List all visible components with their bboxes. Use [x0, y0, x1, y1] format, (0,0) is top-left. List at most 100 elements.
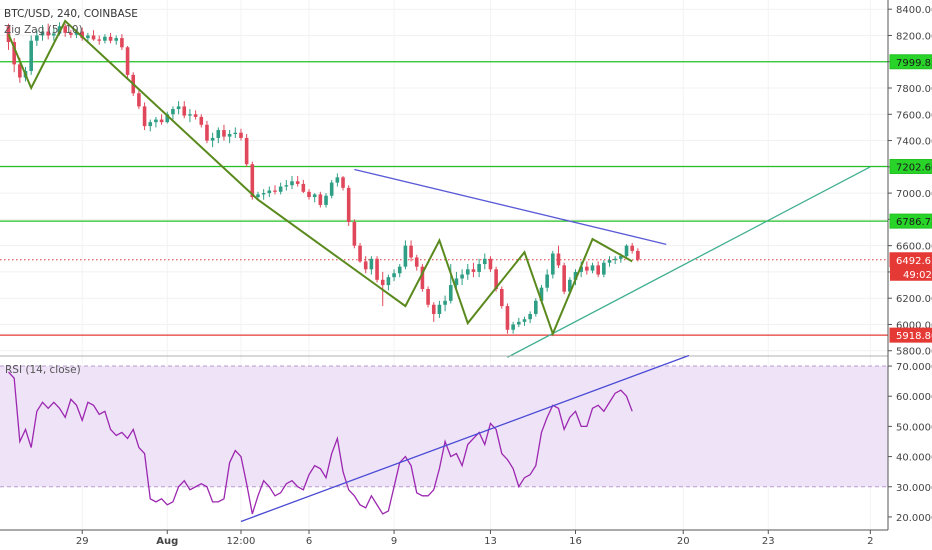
rsi-tick-label: 40.0000	[896, 453, 932, 464]
price-tick-label: 7000.00	[896, 189, 932, 200]
candle	[426, 286, 430, 308]
price-tick-label: 5800.00	[896, 347, 932, 358]
candle	[159, 114, 164, 125]
zigzag	[7, 19, 633, 337]
candle-body	[12, 42, 16, 65]
candle	[12, 38, 16, 73]
candles	[6, 22, 640, 334]
candle	[154, 116, 158, 128]
candle-body	[46, 31, 50, 36]
candle-body	[182, 106, 187, 116]
candle-body	[176, 106, 181, 110]
candle-body	[636, 250, 640, 260]
candle-body	[431, 304, 436, 314]
trendline[interactable]	[354, 168, 667, 245]
candle	[239, 128, 243, 141]
candle	[6, 23, 11, 50]
candle	[352, 219, 357, 249]
price-tags: 7999.83 7202.66 6786.75 5918.80 6492.61 49:02	[889, 54, 932, 343]
candle-body	[284, 185, 289, 187]
candle-body	[171, 109, 175, 115]
trendline[interactable]	[507, 166, 871, 358]
time-tick-label: 2	[867, 536, 873, 547]
candle-body	[120, 38, 124, 48]
candle-body	[602, 262, 606, 275]
candle-body	[86, 35, 90, 39]
candle	[375, 256, 379, 283]
time-tick-label: 9	[391, 536, 397, 547]
candle-body	[346, 187, 351, 223]
candle	[409, 240, 413, 262]
price-tick-label: 8400.00	[896, 5, 932, 16]
candle-body	[465, 269, 470, 275]
candle-body	[137, 93, 141, 107]
candle-body	[397, 266, 402, 274]
rsi-pane: RSI (14, close)	[0, 354, 888, 523]
candle	[273, 185, 277, 195]
current-price-tag-box	[889, 252, 932, 268]
candle	[460, 269, 464, 286]
candle-body	[40, 31, 45, 36]
candle	[602, 260, 606, 278]
rsi-line	[8, 371, 633, 515]
time-axis[interactable]: 29 Aug 12:00 6 9 13 16 20 23 2	[0, 529, 888, 547]
candle-body	[233, 132, 238, 134]
rsi-tick-label: 70.0000	[896, 362, 932, 373]
candle-body	[108, 36, 113, 41]
candle	[562, 262, 566, 295]
candle-body	[256, 194, 260, 198]
rsi-axis[interactable]: 70.0000 60.0000 50.0000 40.0000 30.0000 20.00…	[888, 362, 932, 524]
candle	[392, 269, 396, 282]
candle-body	[477, 264, 481, 272]
candle	[636, 248, 640, 262]
candle-body	[57, 26, 62, 34]
candle-body	[573, 271, 578, 280]
candle	[222, 124, 226, 141]
price-tick-label: 6000.00	[896, 320, 932, 331]
candle-body	[18, 64, 22, 78]
chart-title: BTC/USD, 240, COINBASE	[4, 8, 138, 20]
zigzag-line	[7, 19, 633, 337]
candle	[137, 89, 141, 110]
candle-body	[80, 31, 85, 39]
candle	[420, 264, 425, 292]
candle	[227, 130, 232, 144]
candle-body	[278, 186, 283, 192]
candle	[369, 256, 374, 275]
candle	[505, 303, 510, 334]
time-tick-label: 13	[484, 536, 497, 547]
candle-body	[244, 137, 249, 165]
candle	[165, 111, 170, 124]
candle-body	[358, 245, 362, 262]
candle-body	[6, 26, 11, 43]
candle-body	[494, 269, 498, 290]
candle	[465, 264, 470, 280]
candle-body	[630, 245, 634, 251]
candle	[443, 295, 447, 312]
rsi-trendline[interactable]	[240, 354, 690, 523]
candle	[397, 264, 402, 278]
candle-body	[409, 245, 413, 258]
candle	[244, 133, 249, 167]
candle	[29, 35, 33, 75]
price-tick-label: 7800.00	[896, 84, 932, 95]
candle	[233, 127, 238, 138]
price-levels	[0, 61, 888, 336]
candle-body	[142, 106, 147, 127]
candle-body	[568, 279, 572, 292]
candle-body	[596, 265, 600, 275]
candle	[108, 32, 113, 44]
candle-body	[295, 181, 300, 184]
candle-body	[267, 190, 272, 194]
zigzag-indicator-label: Zig Zag (5, 10)	[4, 24, 83, 36]
candle-body	[386, 277, 391, 286]
candle-body	[482, 258, 487, 265]
candle	[290, 176, 294, 190]
candle-body	[199, 116, 204, 125]
candle	[63, 23, 67, 37]
candle-body	[556, 253, 561, 266]
candle	[488, 256, 493, 272]
time-tick-label: Aug	[156, 536, 178, 547]
candle-body	[607, 260, 612, 263]
